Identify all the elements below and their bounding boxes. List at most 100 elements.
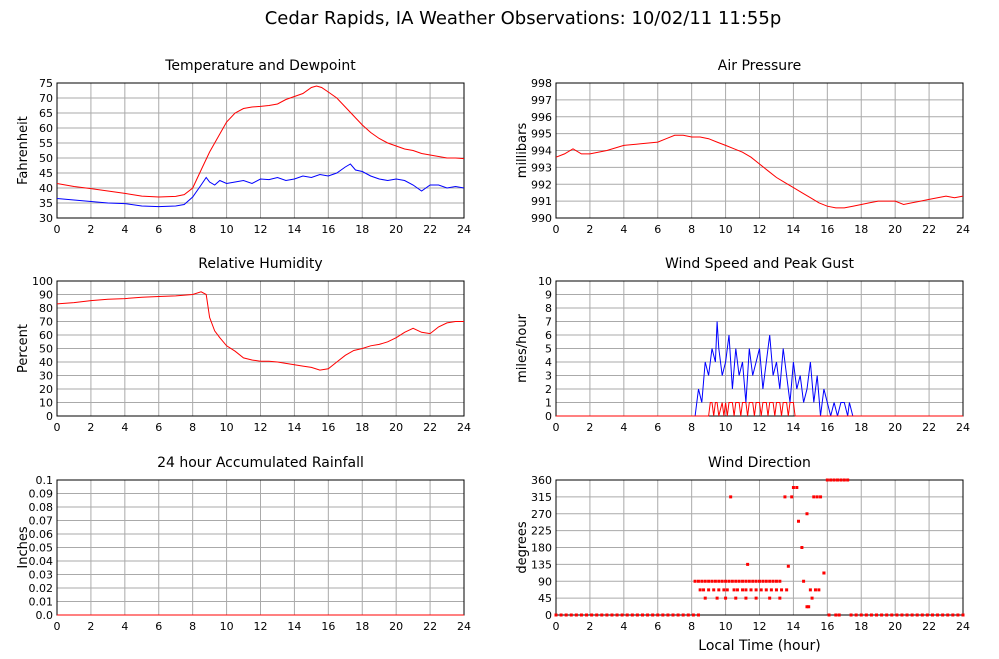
x-tick-label: 8: [189, 620, 196, 633]
x-tick-label: 2: [586, 421, 593, 434]
x-tick-label: 16: [321, 223, 335, 236]
x-tick-label: 24: [457, 223, 471, 236]
y-tick-label: 4: [545, 356, 552, 369]
data-point: [710, 579, 714, 583]
x-tick-label: 20: [888, 620, 902, 633]
data-point: [734, 596, 738, 600]
y-tick-label: 35: [39, 197, 53, 210]
x-tick-label: 6: [654, 620, 661, 633]
x-tick-label: 24: [457, 620, 471, 633]
y-tick-label: 50: [39, 152, 53, 165]
x-tick-label: 14: [786, 223, 800, 236]
data-point: [778, 579, 782, 583]
data-point: [610, 613, 614, 617]
x-tick-label: 2: [87, 421, 94, 434]
x-tick-label: 8: [688, 421, 695, 434]
data-point: [646, 613, 650, 617]
plot-frame: [555, 82, 964, 219]
data-point: [936, 613, 940, 617]
y-tick-label: 0.1: [36, 474, 54, 487]
x-tick-label: 10: [719, 421, 733, 434]
data-point: [774, 588, 778, 592]
data-point: [802, 579, 806, 583]
y-tick-label: 996: [531, 111, 552, 124]
data-point: [707, 588, 711, 592]
data-point: [722, 588, 726, 592]
data-point: [754, 588, 758, 592]
x-tick-label: 16: [820, 421, 834, 434]
data-point: [554, 613, 558, 617]
x-tick-label: 12: [254, 620, 268, 633]
data-point: [696, 613, 700, 617]
chart-title: 24 hour Accumulated Rainfall: [157, 455, 364, 471]
series-line-1: [56, 163, 465, 208]
y-tick-label: 3: [545, 370, 552, 383]
data-point: [822, 571, 826, 575]
data-point: [836, 478, 840, 482]
x-tick-label: 4: [620, 620, 627, 633]
y-tick-label: 70: [39, 92, 53, 105]
y-tick-label: 270: [531, 508, 552, 521]
plot-frame: [555, 280, 964, 417]
data-point: [730, 579, 734, 583]
data-point: [885, 613, 889, 617]
y-tick-label: 225: [531, 525, 552, 538]
y-axis-label: Percent: [16, 324, 31, 373]
y-tick-label: 90: [39, 289, 53, 302]
x-tick-label: 16: [820, 620, 834, 633]
y-tick-label: 0: [545, 410, 552, 423]
data-point: [797, 519, 801, 523]
data-point: [693, 579, 697, 583]
x-tick-label: 16: [820, 223, 834, 236]
x-tick-label: 14: [287, 421, 301, 434]
x-tick-label: 0: [54, 223, 61, 236]
data-point: [713, 579, 717, 583]
x-tick-label: 6: [155, 620, 162, 633]
y-tick-label: 100: [32, 275, 53, 288]
data-point: [712, 588, 716, 592]
x-tick-label: 6: [654, 421, 661, 434]
y-tick-label: 1: [545, 397, 552, 410]
y-axis-label: Inches: [16, 526, 31, 568]
x-tick-label: 20: [389, 421, 403, 434]
data-point: [640, 613, 644, 617]
data-point: [941, 613, 945, 617]
y-tick-label: 40: [39, 182, 53, 195]
data-point: [754, 579, 758, 583]
y-tick-label: 6: [545, 329, 552, 342]
data-point: [846, 478, 850, 482]
x-tick-label: 4: [121, 421, 128, 434]
series-line-0: [56, 291, 464, 371]
data-point: [895, 613, 899, 617]
data-point: [700, 579, 704, 583]
data-point: [585, 613, 589, 617]
x-tick-label: 22: [423, 223, 437, 236]
data-point: [930, 613, 934, 617]
y-tick-label: 65: [39, 107, 53, 120]
data-point: [864, 613, 868, 617]
data-point: [737, 579, 741, 583]
x-tick-label: 12: [254, 223, 268, 236]
y-tick-label: 993: [531, 161, 552, 174]
data-point: [780, 588, 784, 592]
x-tick-label: 4: [620, 223, 627, 236]
x-tick-label: 12: [753, 223, 767, 236]
data-point: [839, 478, 843, 482]
data-point: [735, 588, 739, 592]
y-tick-label: 9: [545, 289, 552, 302]
x-tick-label: 4: [620, 421, 627, 434]
data-point: [805, 512, 809, 516]
data-point: [768, 596, 772, 600]
y-tick-label: 10: [538, 275, 552, 288]
chart-title: Relative Humidity: [198, 256, 322, 272]
data-point: [569, 613, 573, 617]
x-tick-label: 18: [854, 223, 868, 236]
data-point: [744, 579, 748, 583]
x-tick-label: 0: [54, 421, 61, 434]
data-point: [729, 495, 733, 499]
x-tick-label: 18: [355, 223, 369, 236]
data-point: [759, 588, 763, 592]
data-point: [559, 613, 563, 617]
data-point: [717, 588, 721, 592]
